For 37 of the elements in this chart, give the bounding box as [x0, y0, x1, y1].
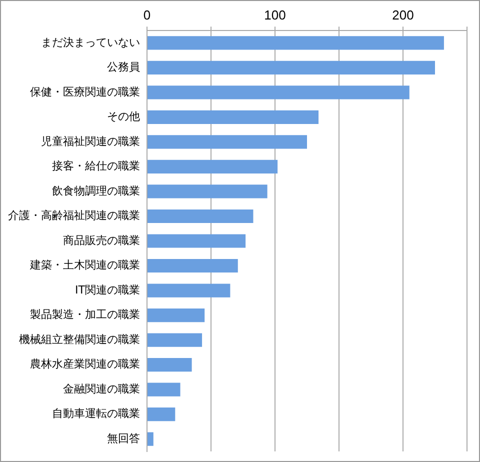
x-tick-label: 100: [264, 7, 286, 22]
y-tick-label: 介護・高齢福祉関連の職業: [8, 209, 140, 222]
x-tick-label: 0: [143, 7, 151, 22]
y-tick-label: 自動車運転の職業: [52, 407, 140, 420]
bar: [148, 60, 435, 75]
bar: [148, 382, 180, 396]
bar: [148, 258, 238, 273]
y-tick-label: IT関連の職業: [75, 283, 140, 296]
y-tick-label: 接客・給仕の職業: [52, 160, 140, 173]
bar: [148, 184, 268, 198]
bar: [148, 432, 154, 446]
bar: [148, 308, 205, 322]
y-tick-label: 児童福祉関連の職業: [41, 134, 140, 148]
y-tick-label: 無回答: [107, 432, 140, 445]
y-tick-label: 農林水産業関連の職業: [30, 358, 140, 371]
bar: [148, 358, 192, 372]
bar: [148, 234, 246, 248]
y-tick-label: 保健・医療関連の職業: [30, 85, 140, 98]
y-tick-label: 商品販売の職業: [63, 234, 140, 247]
y-tick-label: 機械組立整備関連の職業: [19, 332, 140, 346]
y-tick-label: 金融関連の職業: [63, 382, 140, 396]
bar: [148, 160, 278, 174]
bar: [148, 135, 307, 149]
y-tick-label: 公務員: [107, 60, 140, 74]
y-tick-label: 飲食物調理の職業: [52, 184, 140, 198]
y-tick-label: まだ決まっていない: [41, 36, 140, 49]
x-tick-label: 200: [392, 7, 414, 22]
bar: [148, 86, 410, 100]
bar: [148, 407, 176, 422]
bar: [148, 284, 230, 298]
bar: [148, 333, 202, 347]
y-tick-label: 建築・土木関連の職業: [29, 258, 140, 272]
bar: [148, 110, 319, 124]
y-tick-label: その他: [107, 110, 140, 124]
bar: [148, 36, 444, 50]
y-tick-label: 製品製造・加工の職業: [30, 308, 140, 322]
bar: [148, 209, 254, 224]
